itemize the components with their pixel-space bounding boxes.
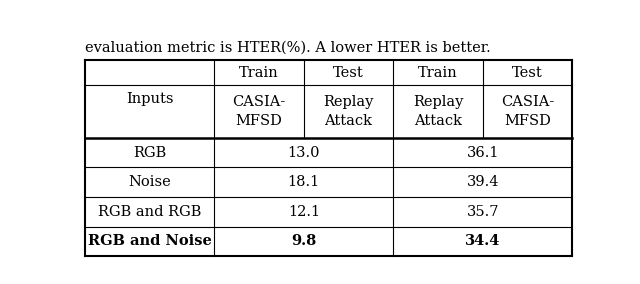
Text: RGB and RGB: RGB and RGB — [98, 205, 202, 219]
Text: Replay
Attack: Replay Attack — [323, 95, 374, 128]
Text: 34.4: 34.4 — [465, 234, 500, 248]
Text: 18.1: 18.1 — [288, 175, 320, 189]
Text: Test: Test — [333, 66, 364, 80]
Text: 9.8: 9.8 — [291, 234, 316, 248]
Text: CASIA-
MFSD: CASIA- MFSD — [500, 95, 554, 128]
Text: 35.7: 35.7 — [467, 205, 499, 219]
Text: Train: Train — [239, 66, 279, 80]
Text: Inputs: Inputs — [126, 92, 173, 106]
Text: Noise: Noise — [128, 175, 171, 189]
Text: 13.0: 13.0 — [287, 146, 320, 160]
Text: evaluation metric is HTER(%). A lower HTER is better.: evaluation metric is HTER(%). A lower HT… — [85, 41, 491, 55]
Text: 12.1: 12.1 — [288, 205, 320, 219]
Text: Train: Train — [418, 66, 458, 80]
Text: CASIA-
MFSD: CASIA- MFSD — [232, 95, 285, 128]
Text: Test: Test — [512, 66, 543, 80]
Text: RGB and Noise: RGB and Noise — [88, 234, 212, 248]
Text: Replay
Attack: Replay Attack — [413, 95, 463, 128]
Text: 39.4: 39.4 — [467, 175, 499, 189]
Text: 36.1: 36.1 — [467, 146, 499, 160]
Text: RGB: RGB — [133, 146, 166, 160]
